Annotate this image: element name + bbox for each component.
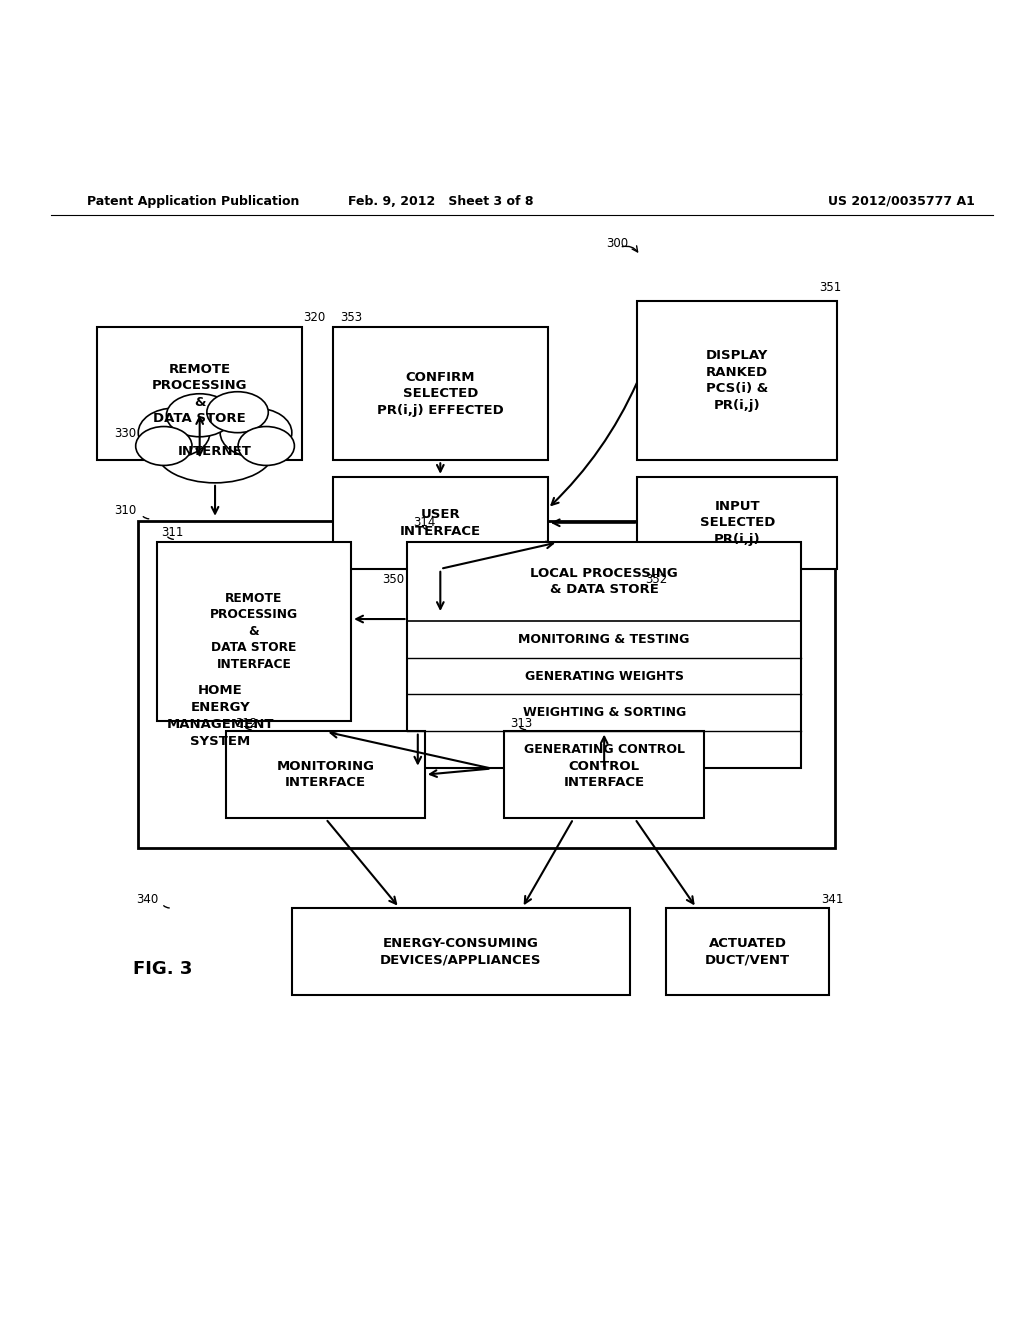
Text: USER
INTERFACE: USER INTERFACE [399, 508, 481, 537]
Text: 351: 351 [819, 281, 842, 294]
Bar [225, 731, 426, 818]
Ellipse shape [135, 426, 193, 466]
Ellipse shape [166, 393, 233, 437]
Text: CONFIRM
SELECTED
PR(i,j) EFFECTED: CONFIRM SELECTED PR(i,j) EFFECTED [377, 371, 504, 417]
Text: CONTROL
INTERFACE: CONTROL INTERFACE [563, 760, 645, 789]
Text: FIG. 3: FIG. 3 [133, 960, 193, 978]
Text: 314: 314 [413, 516, 435, 529]
Text: GENERATING CONTROL: GENERATING CONTROL [523, 743, 685, 756]
Ellipse shape [220, 408, 292, 457]
Bar [666, 908, 829, 995]
Ellipse shape [238, 426, 295, 466]
Ellipse shape [138, 408, 210, 457]
Text: 352: 352 [645, 573, 668, 586]
Text: INPUT
SELECTED
PR(i,j): INPUT SELECTED PR(i,j) [699, 500, 775, 545]
Ellipse shape [207, 392, 268, 433]
Text: MONITORING & TESTING: MONITORING & TESTING [518, 632, 690, 645]
Text: 320: 320 [303, 312, 326, 325]
Text: 350: 350 [382, 573, 404, 586]
Text: DISPLAY
RANKED
PCS(i) &
PR(i,j): DISPLAY RANKED PCS(i) & PR(i,j) [707, 350, 768, 412]
Bar [333, 477, 548, 569]
Text: 312: 312 [236, 717, 258, 730]
Bar [333, 327, 548, 461]
Bar [504, 731, 705, 818]
Bar [637, 477, 837, 569]
Text: REMOTE
PROCESSING
&
DATA STORE: REMOTE PROCESSING & DATA STORE [152, 363, 248, 425]
Bar [292, 908, 630, 995]
Text: 313: 313 [510, 717, 532, 730]
Text: GENERATING WEIGHTS: GENERATING WEIGHTS [524, 669, 684, 682]
Text: Feb. 9, 2012   Sheet 3 of 8: Feb. 9, 2012 Sheet 3 of 8 [347, 195, 534, 207]
Text: 353: 353 [340, 312, 362, 325]
Text: 300: 300 [606, 238, 629, 251]
Bar [407, 543, 801, 767]
Text: INTERNET: INTERNET [178, 445, 252, 458]
Text: ACTUATED
DUCT/VENT: ACTUATED DUCT/VENT [705, 937, 791, 966]
Bar [138, 520, 835, 849]
Text: HOME
ENERGY
MANAGEMENT
SYSTEM: HOME ENERGY MANAGEMENT SYSTEM [167, 684, 273, 748]
Text: WEIGHTING & SORTING: WEIGHTING & SORTING [522, 706, 686, 719]
Text: Patent Application Publication: Patent Application Publication [87, 195, 299, 207]
Text: 311: 311 [161, 527, 183, 539]
Text: REMOTE
PROCESSING
&
DATA STORE
INTERFACE: REMOTE PROCESSING & DATA STORE INTERFACE [210, 591, 298, 671]
Text: 330: 330 [114, 426, 136, 440]
Text: 340: 340 [136, 892, 159, 906]
Bar [157, 541, 351, 721]
Text: MONITORING
INTERFACE: MONITORING INTERFACE [276, 760, 375, 789]
Text: 310: 310 [114, 504, 136, 516]
Ellipse shape [156, 420, 274, 483]
Text: 341: 341 [821, 892, 844, 906]
Bar [97, 327, 302, 461]
Text: US 2012/0035777 A1: US 2012/0035777 A1 [827, 195, 975, 207]
Bar [637, 301, 837, 459]
Text: LOCAL PROCESSING
& DATA STORE: LOCAL PROCESSING & DATA STORE [530, 568, 678, 597]
Text: ENERGY-CONSUMING
DEVICES/APPLIANCES: ENERGY-CONSUMING DEVICES/APPLIANCES [380, 937, 542, 966]
